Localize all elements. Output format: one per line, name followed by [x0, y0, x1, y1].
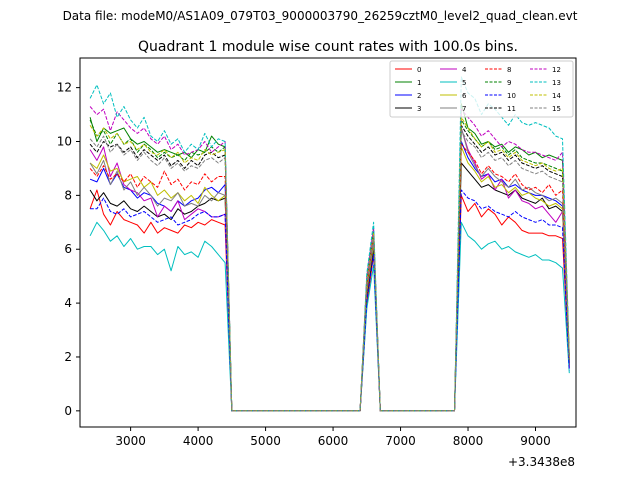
legend-label-10: 10	[507, 92, 516, 100]
y-tick-label: 6	[64, 242, 72, 256]
x-offset-label: +3.3438e8	[508, 455, 575, 469]
legend-label-11: 11	[507, 105, 516, 113]
legend-label-7: 7	[462, 105, 466, 113]
x-tick-label: 8000	[453, 434, 484, 448]
axes-frame	[79, 57, 577, 428]
y-tick-label: 2	[64, 350, 72, 364]
legend-label-2: 2	[417, 92, 421, 100]
y-tick-label: 12	[57, 81, 72, 95]
y-tick-label: 8	[64, 188, 72, 202]
legend-label-6: 6	[462, 92, 467, 100]
y-tick-label: 4	[64, 296, 72, 310]
x-tick-label: 4000	[183, 434, 214, 448]
y-tick-label: 0	[64, 404, 72, 418]
legend-label-0: 0	[417, 66, 421, 74]
legend-label-4: 4	[462, 66, 467, 74]
x-tick-label: 9000	[520, 434, 551, 448]
series-line-13	[89, 76, 570, 412]
legend-label-1: 1	[417, 79, 421, 87]
x-tick-label: 5000	[250, 434, 281, 448]
series-line-8	[89, 143, 570, 412]
x-tick-label: 3000	[115, 434, 146, 448]
legend-label-9: 9	[507, 79, 511, 87]
legend-label-5: 5	[462, 79, 466, 87]
series-line-10	[90, 189, 570, 412]
y-tick-label: 10	[57, 134, 72, 148]
legend-box	[389, 60, 574, 118]
legend-label-8: 8	[507, 66, 511, 74]
x-tick-label: 6000	[318, 434, 349, 448]
plot-area: 3000 4000 5000 6000 7000 8000 9000024681012012…	[57, 57, 577, 448]
legend-label-12: 12	[552, 66, 561, 74]
series-line-15	[89, 130, 570, 412]
x-tick-label: 7000	[385, 434, 416, 448]
legend-label-14: 14	[552, 92, 561, 100]
figure-suptitle: Data file: modeM0/AS1A09_079T03_90000037…	[63, 9, 578, 23]
legend-label-13: 13	[552, 79, 561, 87]
chart-title: Quadrant 1 module wise count rates with …	[138, 39, 518, 55]
legend-label-3: 3	[417, 105, 421, 113]
legend-label-15: 15	[552, 105, 561, 113]
